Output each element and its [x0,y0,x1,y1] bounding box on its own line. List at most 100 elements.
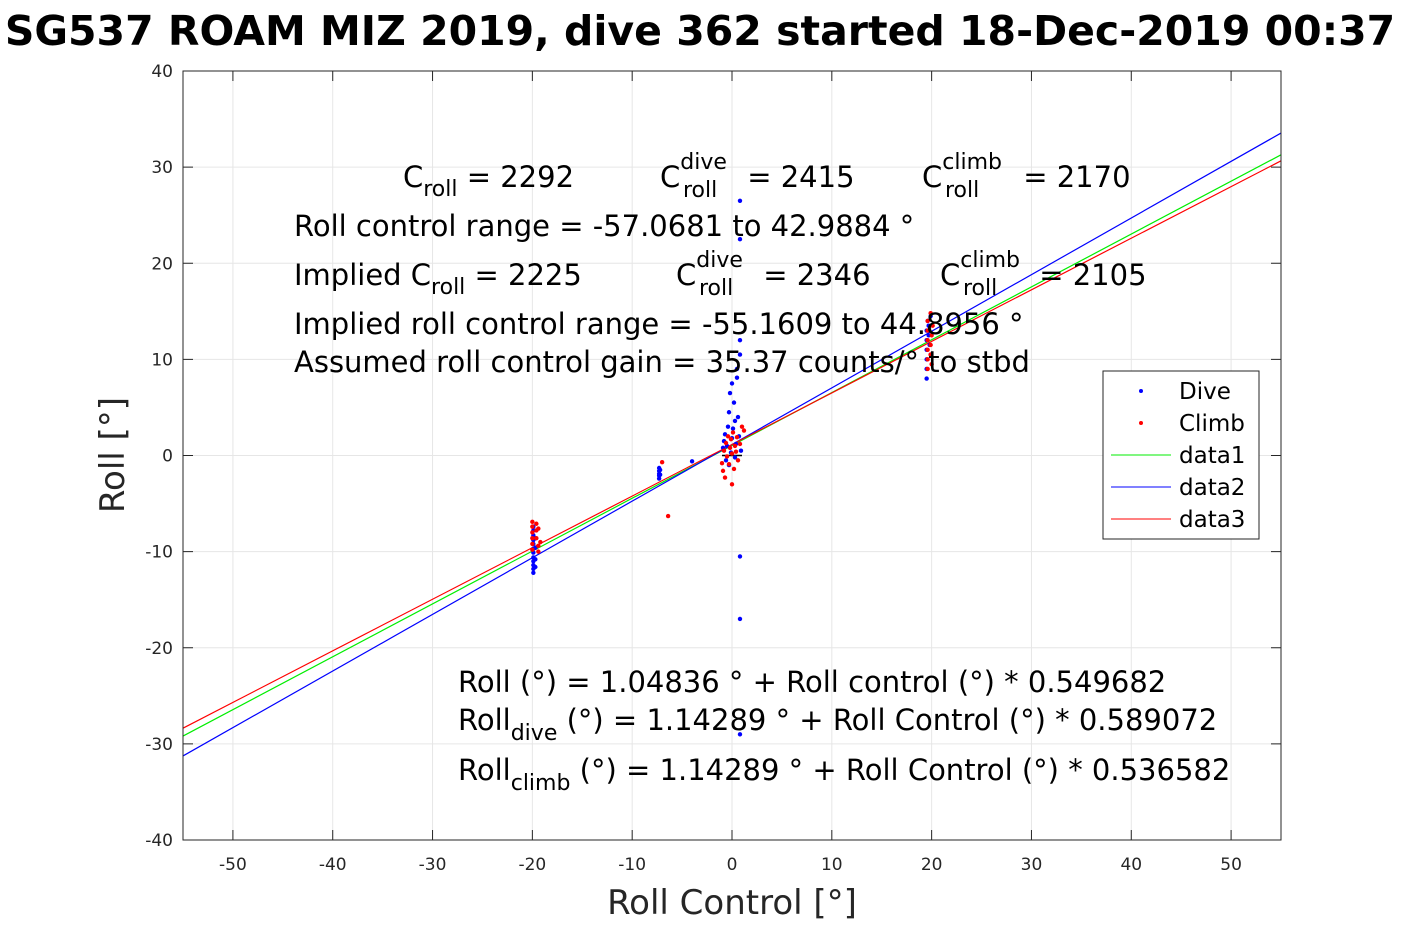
y-tick-label: 0 [162,447,173,467]
fit-equation: Roll (°) = 1.04836 ° + Roll control (°) … [458,665,1166,699]
point-climb [929,361,934,367]
point-climb [722,475,728,480]
point-dive [738,448,744,453]
point-climb [730,430,736,435]
fit-equation-dive: Rolldive (°) = 1.14289 ° + Roll Control … [458,703,1217,746]
point-climb [538,539,543,545]
legend-box [1102,370,1260,540]
point-dive [726,410,732,415]
y-tick-label: -10 [145,543,173,563]
point-climb [925,328,930,333]
point-dive [689,459,695,464]
point-dive [737,554,743,559]
point-climb [928,342,933,348]
x-tick-label: 50 [1220,855,1242,875]
point-dive [732,455,738,460]
c-roll-climb-annotation: Cclimb roll = 2170 [922,150,1131,203]
point-climb [729,482,735,487]
point-dive [737,237,743,242]
point-climb [728,436,734,442]
implied-c-roll-climb-annotation: Cclimb roll = 2105 [940,248,1147,301]
point-dive [725,424,731,429]
point-dive [731,400,737,405]
legend-climb: Climb [1179,411,1245,437]
point-climb [930,323,935,328]
point-climb [726,461,732,467]
point-dive [734,366,740,372]
legend: Dive Climb data1 data2 data3 [1102,370,1260,540]
legend-dive-marker [1139,389,1143,393]
y-tick-label: -30 [145,735,173,755]
point-dive [737,352,743,357]
x-tick-label: 10 [821,855,843,875]
point-climb [733,449,739,454]
point-climb [729,451,735,456]
point-climb [530,547,535,552]
implied-range-annotation: Implied roll control range = -55.1609 to… [294,307,1024,341]
fit-lines [182,132,1282,757]
point-dive [533,557,538,562]
implied-c-roll-annotation: Implied Croll = 2225 [294,258,582,300]
legend-data3: data3 [1179,507,1245,533]
point-dive [732,418,738,424]
chart-title: SG537 ROAM MIZ 2019, dive 362 started 18… [5,7,1395,55]
legend-data1: data1 [1179,443,1245,469]
point-dive [656,476,662,481]
implied-c-roll-dive-annotation: Cdive roll = 2346 [676,248,871,301]
point-climb [928,311,933,316]
x-tick-label: -50 [219,855,247,875]
point-climb [925,318,930,324]
legend-dive: Dive [1179,379,1231,405]
x-tick-label: 20 [921,855,943,875]
point-climb [665,513,671,519]
point-dive [737,198,743,203]
point-climb [739,424,745,429]
point-dive [734,375,740,380]
point-climb [530,519,535,525]
point-climb [731,466,737,472]
point-dive [727,390,733,396]
point-climb [720,468,726,474]
point-climb [925,357,930,362]
point-climb [536,549,541,554]
point-climb [734,435,740,440]
point-climb [727,445,733,451]
point-dive [531,570,536,575]
point-climb [659,460,665,465]
point-climb [925,347,930,352]
point-climb [723,440,729,446]
x-tick-label: 30 [1021,855,1043,875]
point-climb [925,337,930,343]
y-tick-label: -20 [145,639,173,659]
point-climb [534,521,539,526]
point-climb [536,543,541,549]
x-tick-label: -10 [618,855,646,875]
x-tick-label: -30 [419,855,447,875]
legend-climb-marker [1139,421,1143,425]
point-climb [530,541,535,547]
y-tick-label: 20 [151,254,173,274]
point-climb [735,458,741,463]
point-dive [729,381,735,386]
point-dive [533,564,538,570]
point-climb [530,535,535,541]
point-climb [725,434,731,439]
x-tick-label: 40 [1120,855,1142,875]
y-axis-label: Roll [°] [93,397,133,513]
fit-equation-climb: Rollclimb (°) = 1.14289 ° + Roll Control… [458,753,1230,796]
point-climb [721,448,727,453]
point-climb [737,441,743,447]
annotations: Croll = 2292 Cdive roll = 2415 Cclimb roll… [294,150,1230,796]
y-tick-label: 10 [151,350,173,370]
point-dive [926,323,931,328]
point-dive [737,337,743,343]
point-climb [724,454,730,459]
x-tick-label: 0 [727,855,738,875]
legend-data2: data2 [1179,475,1245,501]
point-dive [657,467,663,473]
x-tick-label: -20 [518,855,546,875]
c-roll-annotation: Croll = 2292 [403,160,574,202]
axis-ticks: -50 -40 -30 -20 -10 0 10 20 30 40 50 -40 -30 -20 -10 0 1… [145,62,1281,875]
gain-annotation: Assumed roll control gain = 35.37 counts… [294,345,1030,379]
fit-line-data1 [182,154,1282,737]
